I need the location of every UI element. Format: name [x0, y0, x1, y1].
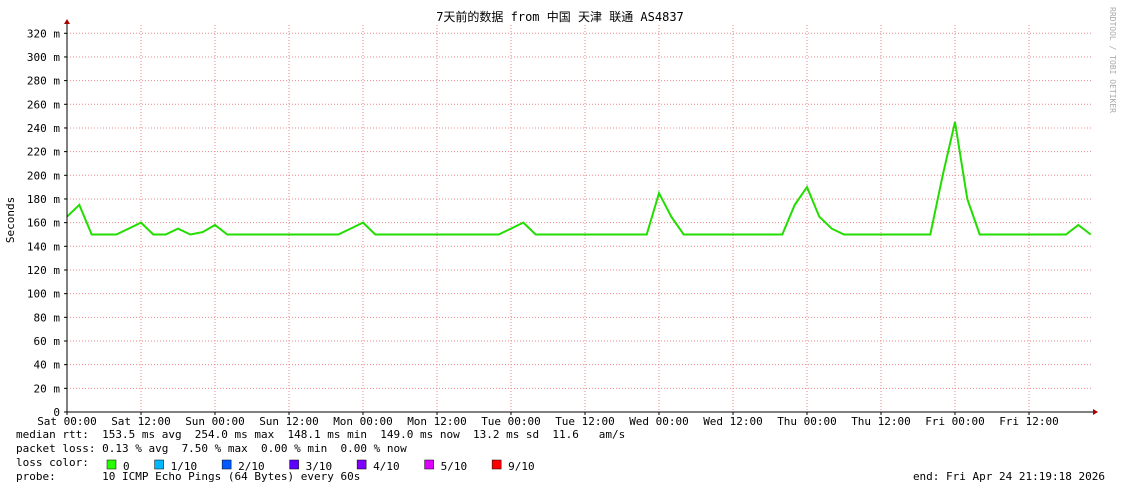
- x-tick-label: Thu 00:00: [777, 415, 837, 428]
- loss-title: loss color:: [16, 456, 89, 469]
- y-tick-label: 180 m: [27, 193, 60, 206]
- legend-swatch: [221, 459, 232, 470]
- x-tick-label: Tue 12:00: [555, 415, 615, 428]
- y-tick-label: 220 m: [27, 146, 60, 159]
- legend-label: 1/10: [171, 460, 198, 473]
- legend-swatch: [356, 459, 367, 470]
- x-tick-label: Fri 12:00: [999, 415, 1059, 428]
- x-tick-label: Wed 12:00: [703, 415, 763, 428]
- axis-arrow: [1093, 409, 1098, 415]
- x-tick-label: Wed 00:00: [629, 415, 689, 428]
- axis-arrow: [64, 19, 70, 24]
- y-tick-label: 280 m: [27, 75, 60, 88]
- x-tick-label: Sun 12:00: [259, 415, 319, 428]
- y-tick-label: 20 m: [34, 382, 61, 395]
- y-tick-label: 300 m: [27, 51, 60, 64]
- x-tick-label: Tue 00:00: [481, 415, 541, 428]
- legend-swatch: [106, 459, 117, 470]
- y-tick-label: 140 m: [27, 240, 60, 253]
- y-tick-label: 320 m: [27, 27, 60, 40]
- watermark: RRDTOOL / TOBI OETIKER: [1108, 7, 1117, 113]
- y-tick-label: 60 m: [34, 335, 61, 348]
- legend-label: 9/10: [508, 460, 535, 473]
- y-tick-label: 0: [53, 406, 60, 419]
- probe-line: probe: 10 ICMP Echo Pings (64 Bytes) eve…: [16, 470, 360, 483]
- y-tick-label: 240 m: [27, 122, 60, 135]
- x-tick-label: Sat 00:00: [37, 415, 97, 428]
- y-tick-label: 80 m: [34, 311, 61, 324]
- median-line: [66, 121, 1092, 236]
- legend-label: 4/10: [373, 460, 400, 473]
- end-time: end: Fri Apr 24 21:19:18 2026: [913, 470, 1105, 483]
- y-tick-label: 160 m: [27, 217, 60, 230]
- y-tick-label: 260 m: [27, 98, 60, 111]
- plot-area: [67, 25, 1092, 412]
- x-tick-label: Mon 00:00: [333, 415, 393, 428]
- chart-title: 7天前的数据 from 中国 天津 联通 AS4837: [436, 9, 684, 24]
- y-tick-label: 120 m: [27, 264, 60, 277]
- stats-line: packet loss: 0.13 % avg 7.50 % max 0.00 …: [16, 442, 407, 455]
- stats-line: median rtt: 153.5 ms avg 254.0 ms max 14…: [16, 428, 625, 441]
- legend-swatch: [154, 459, 164, 470]
- x-tick-label: Sat 12:00: [111, 415, 171, 428]
- legend-label: 5/10: [441, 460, 468, 473]
- y-tick-label: 40 m: [34, 359, 61, 372]
- legend-swatch: [491, 459, 502, 470]
- legend-label: 2/10: [238, 460, 265, 473]
- legend-swatch: [424, 459, 434, 470]
- y-axis-label: Seconds: [4, 197, 17, 243]
- x-tick-label: Sun 00:00: [185, 415, 245, 428]
- y-tick-label: 100 m: [27, 288, 60, 301]
- x-tick-label: Thu 12:00: [851, 415, 911, 428]
- legend-swatch: [289, 459, 299, 470]
- x-tick-label: Fri 00:00: [925, 415, 985, 428]
- y-tick-label: 200 m: [27, 169, 60, 182]
- x-tick-label: Mon 12:00: [407, 415, 467, 428]
- legend-label: 0: [123, 460, 130, 473]
- legend-label: 3/10: [306, 460, 333, 473]
